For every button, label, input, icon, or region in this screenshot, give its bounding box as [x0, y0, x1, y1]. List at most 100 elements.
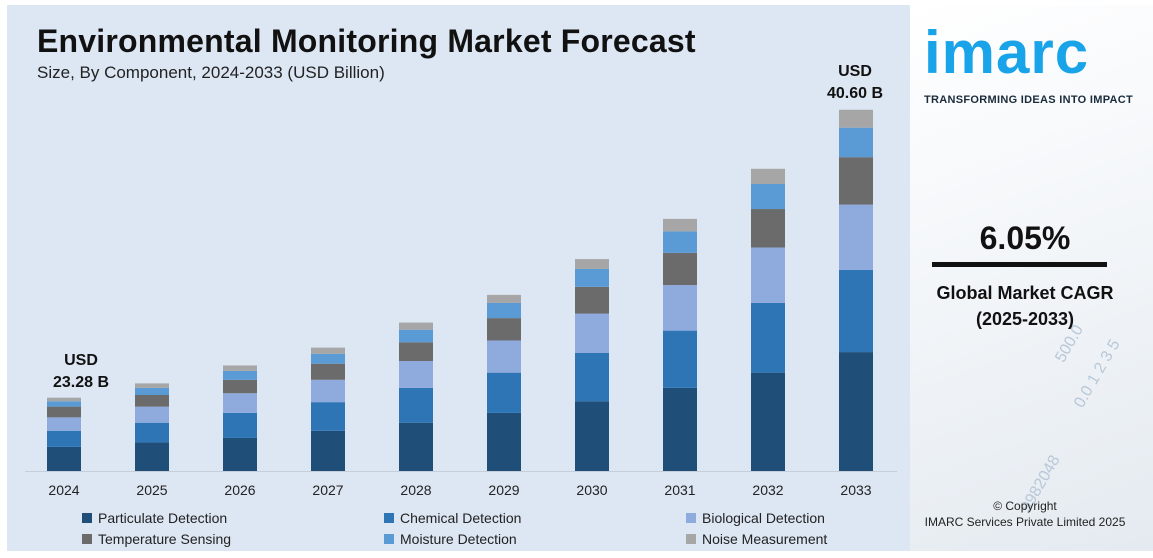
bar-segment	[575, 259, 609, 269]
cagr-label-line2: (2025-2033)	[975, 309, 1075, 329]
bar-segment	[575, 313, 609, 353]
bar-segment	[751, 168, 785, 184]
bar-segment	[751, 183, 785, 210]
legend-item: Temperature Sensing	[82, 531, 384, 547]
bar-segment	[135, 406, 169, 423]
bar-segment	[135, 387, 169, 396]
legend-swatch	[82, 513, 92, 523]
legend-swatch	[82, 534, 92, 544]
bar-segment	[47, 397, 81, 402]
bar-segment	[223, 370, 257, 380]
brand-tagline: TRANSFORMING IDEAS INTO IMPACT	[924, 94, 1134, 106]
bar-segment	[399, 387, 433, 423]
end-value-label: 40.60 B	[827, 85, 883, 102]
bar-segment	[399, 342, 433, 362]
x-tick-label: 2031	[664, 482, 695, 498]
chart-subtitle: Size, By Component, 2024-2033 (USD Billi…	[37, 63, 385, 82]
bar-segment	[751, 209, 785, 248]
bar-segment	[487, 302, 521, 319]
legend-swatch	[384, 513, 394, 523]
bar-segment	[311, 402, 345, 431]
chart-panel: Environmental Monitoring Market Forecast…	[7, 5, 910, 551]
bar-segment	[487, 372, 521, 413]
brand-panel: 500.0 0.0 1 2 3 5 9982048 imarc TRANSFOR…	[910, 5, 1153, 551]
legend-swatch	[686, 513, 696, 523]
bar-segment	[839, 127, 873, 158]
end-value-currency: USD	[838, 63, 872, 80]
legend-label: Biological Detection	[702, 510, 825, 526]
bar-segment	[399, 361, 433, 388]
x-tick-label: 2027	[312, 482, 343, 498]
legend-item: Chemical Detection	[384, 510, 686, 526]
cagr-label: Global Market CAGR (2025-2033)	[910, 280, 1140, 332]
bar-segment	[663, 218, 697, 232]
legend-swatch	[384, 534, 394, 544]
bar-segment	[839, 204, 873, 270]
bar-segment	[663, 252, 697, 286]
bar-segment	[839, 352, 873, 471]
bar-segment	[575, 286, 609, 314]
bar-segment	[135, 442, 169, 471]
x-tick-label: 2030	[576, 482, 607, 498]
copyright: © Copyright IMARC Services Private Limit…	[910, 498, 1140, 530]
bar-segment	[223, 393, 257, 413]
x-tick-label: 2025	[136, 482, 167, 498]
chart-legend: Particulate Detection Chemical Detection B…	[82, 510, 872, 547]
start-value-currency: USD	[64, 352, 98, 369]
bar-segment	[223, 437, 257, 471]
cagr-value: 6.05%	[979, 220, 1071, 256]
bar-segment	[399, 329, 433, 343]
start-value-label: 23.28 B	[53, 374, 109, 391]
bar-segment	[663, 330, 697, 388]
bar-segment	[487, 318, 521, 341]
bar-segment	[223, 365, 257, 371]
legend-label: Chemical Detection	[400, 510, 522, 526]
legend-item: Moisture Detection	[384, 531, 686, 547]
bar-segment	[663, 285, 697, 331]
legend-label: Moisture Detection	[400, 531, 517, 547]
copyright-line2: IMARC Services Private Limited 2025	[924, 515, 1126, 529]
chart-title: Environmental Monitoring Market Forecast	[37, 23, 696, 59]
imarc-logo: imarc	[924, 19, 1090, 86]
bar-segment	[663, 231, 697, 253]
stacked-bar-chart: 2024 2025 2026 2027 2028 2029 2030 2031 2032 2033…	[25, 63, 897, 498]
bar-segment	[839, 269, 873, 353]
bar-segment	[399, 422, 433, 471]
legend-item: Particulate Detection	[82, 510, 384, 526]
bar-segment	[47, 446, 81, 471]
legend-swatch	[686, 534, 696, 544]
bar-segment	[135, 383, 169, 388]
bar-segment	[751, 247, 785, 303]
bar-segment	[311, 363, 345, 380]
bar-segment	[311, 379, 345, 403]
bar-segment	[47, 417, 81, 431]
bar-segment	[487, 340, 521, 373]
legend-item: Noise Measurement	[686, 531, 886, 547]
x-tick-label: 2028	[400, 482, 431, 498]
x-tick-label: 2024	[48, 482, 79, 498]
bar-segment	[311, 347, 345, 354]
bar-segment	[135, 422, 169, 443]
bar-segment	[487, 294, 521, 303]
legend-label: Particulate Detection	[98, 510, 228, 526]
bar-segment	[575, 352, 609, 402]
bar-segment	[47, 401, 81, 407]
bar-segment	[487, 412, 521, 471]
x-tick-label: 2026	[224, 482, 255, 498]
x-tick-label: 2032	[752, 482, 783, 498]
bar-segment	[311, 430, 345, 471]
legend-item: Biological Detection	[686, 510, 886, 526]
cagr-divider	[932, 262, 1107, 267]
bar-segment	[575, 268, 609, 287]
legend-label: Temperature Sensing	[98, 531, 232, 547]
bar-segment	[839, 157, 873, 205]
legend-label: Noise Measurement	[702, 531, 828, 547]
bar-segment	[663, 387, 697, 471]
bar-segment	[399, 322, 433, 330]
x-tick-label: 2029	[488, 482, 519, 498]
bar-segment	[839, 109, 873, 128]
bar-segment	[311, 353, 345, 364]
bar-segment	[135, 395, 169, 407]
copyright-line1: © Copyright	[993, 499, 1057, 513]
bar-segment	[223, 379, 257, 394]
